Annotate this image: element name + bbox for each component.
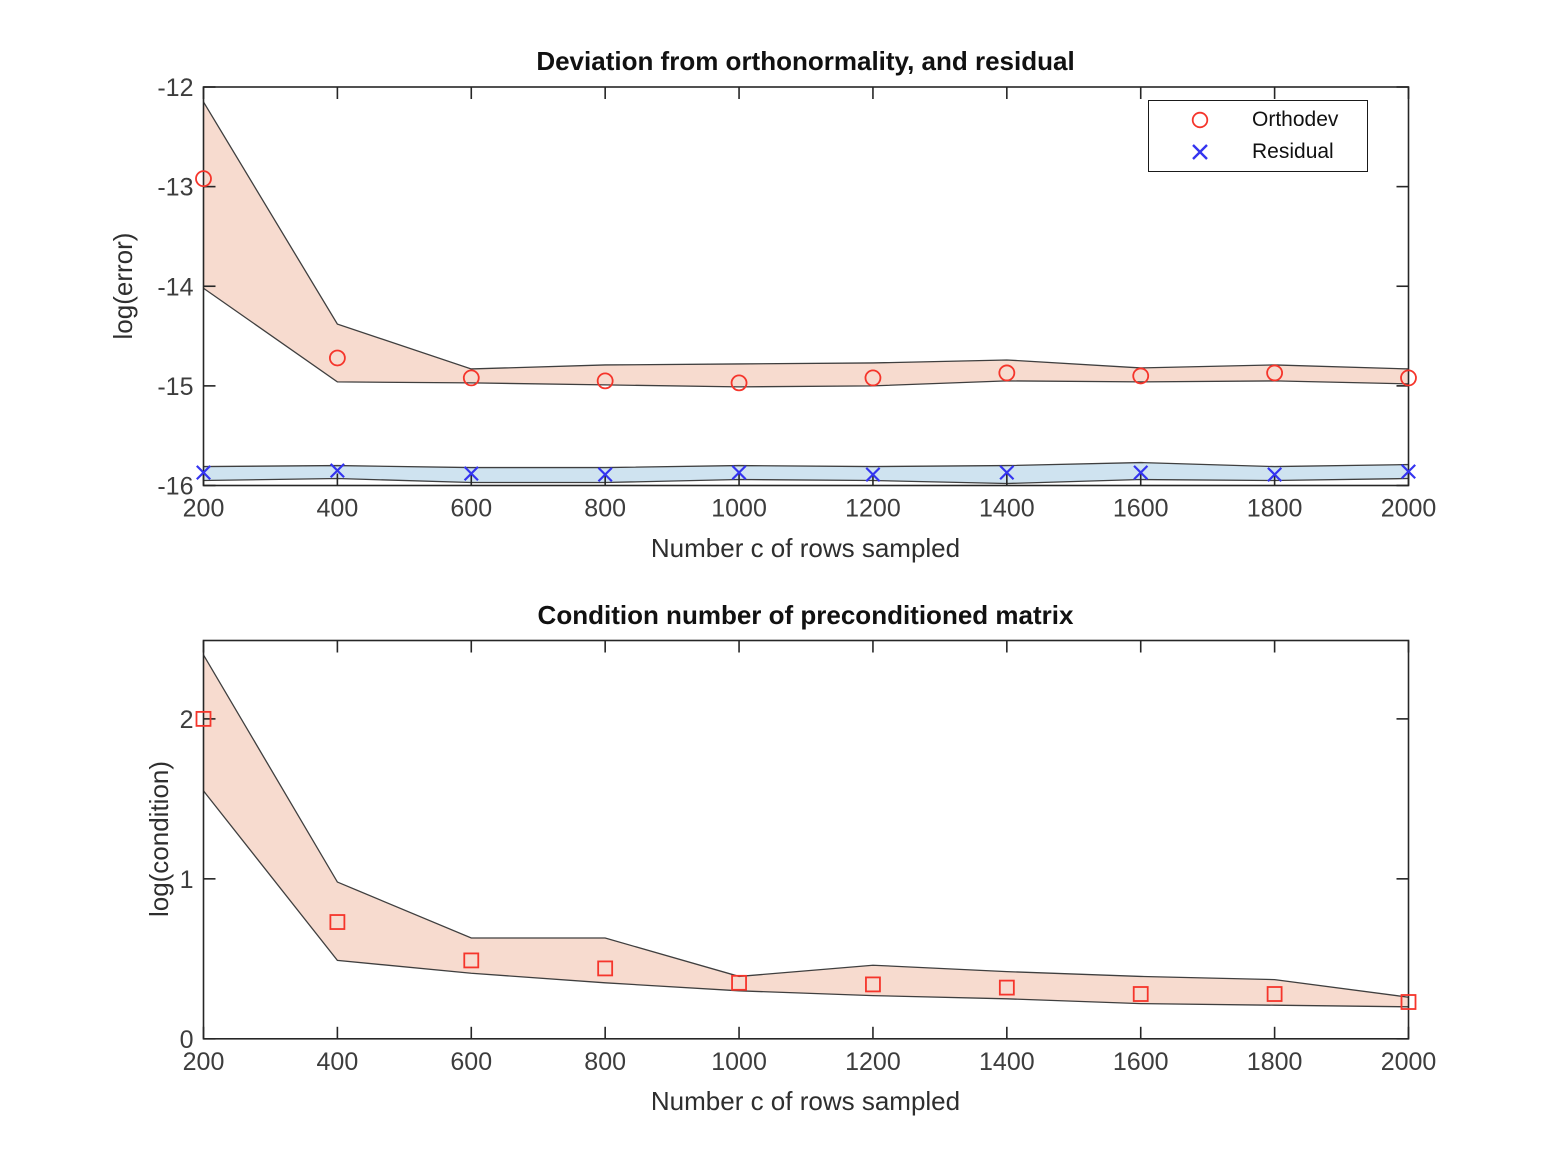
axes-box: [202, 86, 1410, 487]
residual-marker: [1267, 467, 1283, 483]
orthodev-marker: [195, 170, 212, 188]
residual-marker: [1401, 464, 1416, 480]
condition-marker: [1266, 986, 1283, 1002]
condition-marker: [865, 976, 881, 993]
y-tick-label: -14: [157, 273, 193, 301]
orthodev-marker: [864, 369, 882, 387]
condition-marker: [1400, 994, 1417, 1010]
orthodev-marker: [596, 372, 614, 390]
y-tick-label: -16: [157, 473, 193, 501]
subplot-0: 200 400 600 800 1000 1200 1400 1600 1800 2000 -12 -…: [157, 74, 1436, 523]
y-tick-label: 2: [180, 706, 194, 734]
x-tick-label: 1400: [979, 1048, 1035, 1076]
residual-marker: [597, 467, 613, 483]
x-tick-label: 1000: [711, 1048, 767, 1076]
residual-band-lower-edge: [203, 477, 1409, 485]
condition-band-lower-edge: [202, 790, 1409, 1008]
top-x-axis-label: Number c of rows sampled: [650, 533, 961, 563]
y-tick-label: -13: [157, 174, 193, 202]
x-tick-label: 200: [183, 495, 225, 523]
residual-legend-x-icon: [1192, 144, 1208, 160]
x-tick-label: 1600: [1113, 1048, 1169, 1076]
condition-marker: [1132, 986, 1149, 1002]
orthodev-marker: [1132, 367, 1150, 385]
legend-item-orthodev: Orthodev: [1149, 105, 1367, 135]
legend-item-residual: Residual: [1149, 137, 1367, 167]
x-tick-label: 1800: [1247, 1048, 1303, 1076]
x-tick-label: 1200: [845, 1048, 901, 1076]
orthodev-band-upper-edge: [202, 101, 1409, 370]
residual-marker: [1133, 465, 1149, 481]
x-tick-label: 1400: [979, 495, 1035, 523]
x-tick-label: 600: [450, 495, 492, 523]
bottom-x-axis-label: Number c of rows sampled: [650, 1086, 961, 1116]
condition-marker: [998, 979, 1015, 996]
orthodev-marker: [998, 364, 1016, 382]
x-tick-label: 2000: [1381, 1048, 1437, 1076]
top-plot-title: Deviation from orthonormality, and resid…: [536, 46, 1075, 76]
condition-marker: [731, 974, 747, 991]
orthodev-marker: [462, 369, 480, 387]
condition-marker: [329, 914, 346, 930]
residual-marker: [463, 466, 479, 482]
x-tick-label: 800: [584, 495, 626, 523]
residual-marker: [865, 467, 881, 483]
top-y-axis-label: log(error): [108, 232, 138, 340]
residual-marker: [196, 465, 211, 481]
bottom-y-axis-label: log(condition): [144, 760, 174, 918]
x-tick-label: 2000: [1381, 495, 1437, 523]
residual-band-upper-edge: [203, 461, 1409, 469]
subplot-1: 200 400 600 800 1000 1200 1400 1600 1800 2000 0 1 2: [180, 639, 1437, 1076]
y-tick-label: -15: [157, 373, 193, 401]
residual-marker: [329, 463, 345, 479]
residual-marker: [731, 465, 747, 481]
orthodev-band: [203, 101, 1409, 387]
x-tick-label: 800: [584, 1048, 626, 1076]
x-tick-label: 1000: [711, 495, 767, 523]
legend-label-residual: Residual: [1252, 140, 1334, 163]
y-tick-label: -12: [157, 74, 193, 102]
orthodev-marker: [1400, 369, 1417, 387]
y-tick-label: 1: [180, 866, 194, 894]
condition-marker: [463, 952, 480, 969]
orthodev-marker: [328, 349, 346, 367]
bottom-plot-title: Condition number of preconditioned matri…: [537, 600, 1074, 630]
orthodev-legend-circle-icon: [1191, 111, 1209, 129]
residual-marker: [999, 465, 1015, 481]
axes-box: [202, 639, 1410, 1040]
condition-band: [203, 654, 1409, 1007]
condition-band-upper-edge: [202, 654, 1409, 998]
x-tick-label: 400: [317, 1048, 359, 1076]
x-tick-label: 400: [317, 495, 359, 523]
x-tick-label: 1200: [845, 495, 901, 523]
legend: Orthodev Residual: [1148, 100, 1368, 172]
condition-marker: [597, 960, 614, 977]
condition-marker: [195, 710, 212, 727]
x-tick-label: 1600: [1113, 495, 1169, 523]
orthodev-marker: [730, 374, 748, 392]
orthodev-marker: [1266, 364, 1284, 382]
x-tick-label: 200: [183, 1048, 225, 1076]
x-tick-label: 1800: [1247, 495, 1303, 523]
x-tick-label: 600: [450, 1048, 492, 1076]
orthodev-band-lower-edge: [203, 287, 1409, 388]
y-tick-label: 0: [180, 1026, 194, 1054]
legend-label-orthodev: Orthodev: [1252, 108, 1339, 131]
